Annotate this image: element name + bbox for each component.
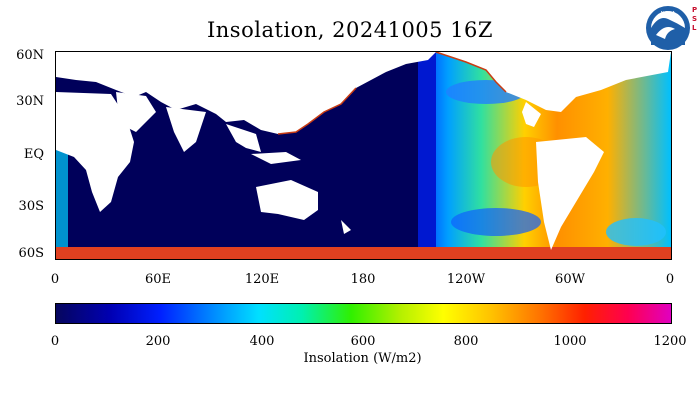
cloud-band-south-atlantic: [606, 218, 666, 246]
colorbar-tick-0: 0: [50, 334, 60, 349]
greenland-land: [596, 52, 656, 74]
colorbar-tick-800: 800: [453, 334, 479, 349]
antarctic-coast: [56, 247, 671, 259]
psl-side-letters: P S L: [692, 6, 700, 33]
x-tick-60e: 60E: [144, 272, 172, 287]
insolation-map: [55, 51, 672, 260]
x-tick-120w: 120W: [446, 272, 486, 287]
colorbar-tick-400: 400: [249, 334, 275, 349]
new-zealand-land: [341, 220, 351, 234]
x-tick-0-right: 0: [665, 272, 675, 287]
noaa-logo-icon: NOAA: [646, 6, 690, 50]
y-tick-eq: EQ: [23, 147, 44, 162]
x-tick-60w: 60W: [555, 272, 585, 287]
westside-day-strip: [56, 137, 68, 257]
colorbar-tick-600: 600: [350, 334, 376, 349]
insolation-colorbar: [55, 303, 672, 324]
se-asia-land: [226, 124, 301, 164]
y-tick-30n: 30N: [16, 94, 44, 109]
south-america-land: [536, 137, 604, 250]
central-america-land: [522, 102, 541, 127]
y-tick-60n: 60N: [16, 48, 44, 63]
australia-land: [256, 180, 318, 220]
cloud-band-south-pacific: [451, 208, 541, 236]
y-tick-30s: 30S: [18, 199, 44, 214]
map-canvas: [56, 52, 671, 259]
coast-edge-americas: [435, 52, 507, 93]
logo-letter-l: L: [692, 24, 697, 32]
x-tick-120e: 120E: [244, 272, 280, 287]
terminator-band: [418, 52, 436, 259]
map-title: Insolation, 20241005 16Z: [206, 18, 494, 42]
noaa-logo-text: NOAA: [661, 11, 676, 17]
colorbar-tick-1000: 1000: [553, 334, 587, 349]
arabia-india-land: [116, 92, 206, 152]
colorbar-tick-1200: 1200: [653, 334, 687, 349]
x-tick-180: 180: [350, 272, 376, 287]
x-tick-0-left: 0: [50, 272, 60, 287]
logo-letter-p: P: [692, 6, 698, 14]
coast-edge-asia: [277, 87, 357, 135]
africa-land: [56, 92, 134, 212]
y-tick-60s: 60S: [18, 246, 44, 261]
colorbar-tick-200: 200: [145, 334, 171, 349]
colorbar-label: Insolation (W/m2): [303, 351, 422, 366]
eurasia-land: [56, 52, 436, 134]
logo-letter-s: S: [692, 15, 698, 23]
